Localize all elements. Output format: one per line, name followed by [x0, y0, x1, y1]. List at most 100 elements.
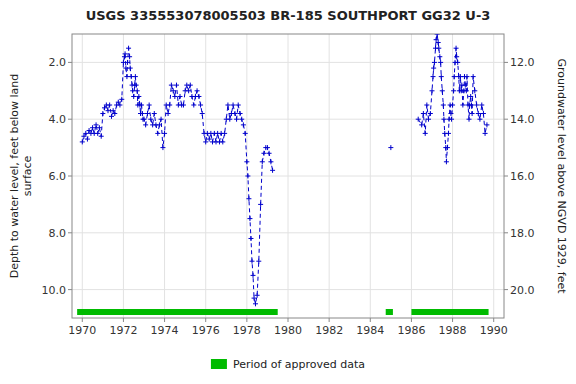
- y-axis-label-line: surface: [21, 155, 34, 196]
- point-marker: [423, 131, 428, 136]
- plot-frame: [72, 34, 504, 318]
- y-axis-label: Depth to water level, feet below landsur…: [8, 74, 34, 279]
- x-tick-label: 1984: [356, 324, 384, 337]
- point-marker: [162, 131, 167, 136]
- point-marker: [438, 60, 443, 65]
- x-tick-label: 1972: [109, 324, 137, 337]
- point-marker: [248, 236, 253, 241]
- y-tick: [68, 289, 72, 290]
- x-tick-label: 1990: [480, 324, 508, 337]
- point-marker: [238, 111, 243, 116]
- point-marker: [468, 94, 473, 99]
- point-marker: [200, 111, 205, 116]
- y2-tick: [504, 176, 508, 177]
- point-marker: [426, 117, 431, 122]
- point-marker: [428, 111, 433, 116]
- legend-swatch: [211, 359, 227, 369]
- point-marker: [448, 111, 453, 116]
- y-tick-label: 10.0: [42, 284, 67, 297]
- point-marker: [454, 46, 459, 51]
- point-marker: [247, 216, 252, 221]
- point-marker: [127, 54, 132, 59]
- point-marker: [157, 122, 162, 127]
- point-marker: [220, 139, 225, 144]
- x-tick: [329, 318, 330, 322]
- y2-tick: [504, 119, 508, 120]
- point-marker: [155, 131, 160, 136]
- point-marker: [388, 145, 393, 150]
- title: USGS 335553078005503 BR-185 SOUTHPORT GG…: [86, 8, 491, 23]
- x-tick: [288, 318, 289, 322]
- point-marker: [481, 111, 486, 116]
- point-marker: [251, 273, 256, 278]
- point-marker: [128, 66, 133, 71]
- point-marker: [431, 66, 436, 71]
- x-tick-label: 1986: [397, 324, 425, 337]
- point-marker: [130, 88, 135, 93]
- point-marker: [174, 83, 179, 88]
- point-marker: [97, 125, 102, 130]
- point-marker: [126, 46, 131, 51]
- point-marker: [244, 159, 249, 164]
- point-marker: [419, 122, 424, 127]
- point-marker: [467, 117, 472, 122]
- approved-period: [386, 309, 393, 315]
- point-marker: [95, 131, 100, 136]
- point-marker: [112, 111, 117, 116]
- series-line: [418, 34, 487, 162]
- point-marker: [90, 125, 95, 130]
- point-marker: [270, 168, 275, 173]
- y-tick-label: 6.0: [49, 170, 67, 183]
- y2-tick-label: 16.0: [510, 170, 535, 183]
- x-tick: [452, 318, 453, 322]
- point-marker: [245, 174, 250, 179]
- point-marker: [424, 103, 429, 108]
- point-marker: [246, 196, 251, 201]
- point-marker: [231, 103, 236, 108]
- point-marker: [186, 88, 191, 93]
- x-tick-label: 1980: [274, 324, 302, 337]
- approved-period: [77, 309, 278, 315]
- point-marker: [234, 117, 239, 122]
- point-marker: [172, 94, 177, 99]
- point-marker: [222, 131, 227, 136]
- point-marker: [119, 97, 124, 102]
- y2-tick: [504, 62, 508, 63]
- point-marker: [148, 117, 153, 122]
- point-marker: [139, 103, 144, 108]
- point-marker: [441, 117, 446, 122]
- point-marker: [444, 159, 449, 164]
- point-marker: [195, 88, 200, 93]
- point-marker: [472, 88, 477, 93]
- x-tick: [370, 318, 371, 322]
- point-marker: [261, 151, 266, 156]
- point-marker: [152, 111, 157, 116]
- x-tick: [164, 318, 165, 322]
- point-marker: [159, 117, 164, 122]
- point-marker: [260, 159, 265, 164]
- point-marker: [188, 83, 193, 88]
- point-marker: [440, 88, 445, 93]
- point-marker: [436, 46, 441, 51]
- axes: 1970197219741976197819801982198419861988…: [42, 56, 535, 337]
- series: [388, 145, 393, 150]
- point-marker: [476, 111, 481, 116]
- x-tick: [493, 318, 494, 322]
- x-tick-label: 1970: [68, 324, 96, 337]
- point-marker: [268, 159, 273, 164]
- point-marker: [451, 88, 456, 93]
- point-marker: [145, 111, 150, 116]
- x-tick-label: 1978: [233, 324, 261, 337]
- point-marker: [198, 103, 203, 108]
- point-marker: [460, 103, 465, 108]
- x-tick: [82, 318, 83, 322]
- x-tick: [205, 318, 206, 322]
- x-tick-label: 1974: [151, 324, 179, 337]
- x-tick: [123, 318, 124, 322]
- point-marker: [142, 117, 147, 122]
- point-marker: [94, 122, 99, 127]
- y-tick: [68, 119, 72, 120]
- point-marker: [232, 111, 237, 116]
- point-marker: [253, 301, 258, 306]
- approved-periods: [77, 309, 488, 315]
